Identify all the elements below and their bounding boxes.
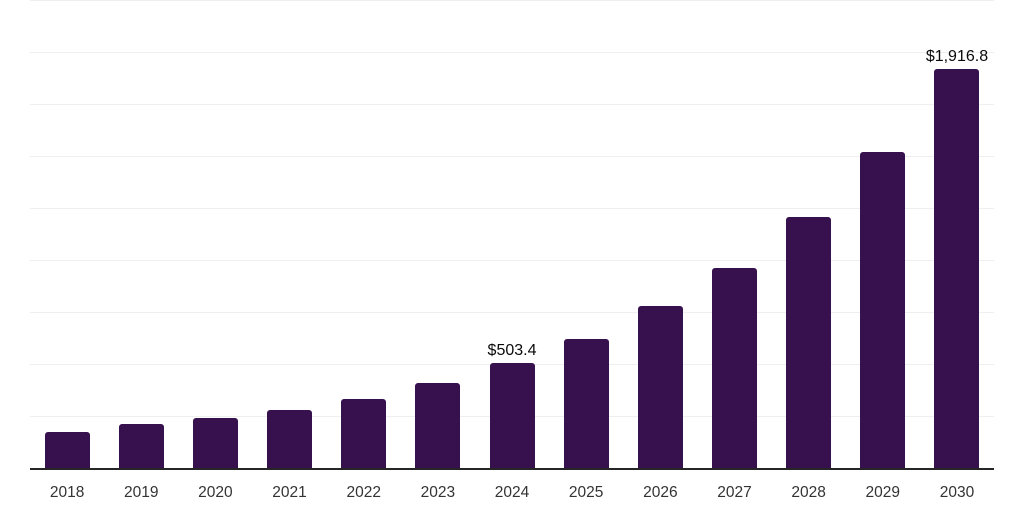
plot-area: $503.4 $1,916.8 xyxy=(30,0,994,470)
bars: $503.4 $1,916.8 xyxy=(30,0,994,468)
x-tick-label-2025: 2025 xyxy=(568,484,604,501)
bar-2028[interactable] xyxy=(786,216,832,468)
x-tick-label-2027: 2027 xyxy=(717,484,752,501)
x-tick-label-2022: 2022 xyxy=(346,484,381,501)
data-label-2024: $503.4 xyxy=(487,342,537,360)
x-tick-label-2021: 2021 xyxy=(272,484,307,501)
gridline xyxy=(30,52,994,53)
x-tick-label-2020: 2020 xyxy=(198,484,233,501)
bar-slot xyxy=(549,0,623,468)
gridline xyxy=(30,260,994,261)
bar-2020[interactable] xyxy=(192,417,238,468)
bar-2024[interactable]: $503.4 xyxy=(488,342,536,468)
bar-slot: $503.4 xyxy=(475,0,549,468)
bar-slot xyxy=(30,0,104,468)
x-tick-label-2030: 2030 xyxy=(939,484,975,501)
bar-slot xyxy=(697,0,771,468)
gridline xyxy=(30,104,994,105)
bar-2018[interactable] xyxy=(44,432,90,468)
x-tick-label-2029: 2029 xyxy=(865,484,901,501)
bar-2023[interactable] xyxy=(415,383,461,468)
bar-slot xyxy=(846,0,920,468)
bar-2022[interactable] xyxy=(341,399,387,468)
x-tick-label-2018: 2018 xyxy=(49,484,85,501)
bar-slot xyxy=(772,0,846,468)
bar-2027[interactable] xyxy=(711,267,757,468)
x-tick-label-2019: 2019 xyxy=(123,484,159,501)
bar-2021[interactable] xyxy=(267,409,313,468)
x-tick-label-2023: 2023 xyxy=(420,484,456,501)
bar-slot: $1,916.8 xyxy=(920,0,994,468)
bar-2026[interactable] xyxy=(637,305,683,468)
bar-slot xyxy=(623,0,697,468)
gridline xyxy=(30,156,994,157)
bar-slot xyxy=(401,0,475,468)
gridline xyxy=(30,0,994,1)
bar-2019[interactable] xyxy=(118,423,164,468)
gridline xyxy=(30,312,994,313)
bar-slot xyxy=(327,0,401,468)
x-tick-label-2026: 2026 xyxy=(643,484,678,501)
bar-slot xyxy=(178,0,252,468)
bar-2030[interactable]: $1,916.8 xyxy=(926,48,988,468)
gridline xyxy=(30,208,994,209)
x-tick-label-2024: 2024 xyxy=(494,484,530,501)
bar-2029[interactable] xyxy=(860,151,906,468)
x-tick-label-2028: 2028 xyxy=(791,484,826,501)
data-label-2030: $1,916.8 xyxy=(925,48,989,66)
bar-2025[interactable] xyxy=(563,339,609,468)
bar-slot xyxy=(252,0,326,468)
x-axis: 2018 2019 2020 2021 2022 2023 2024 2025 2026 2027… xyxy=(30,470,994,502)
bar-slot xyxy=(104,0,178,468)
